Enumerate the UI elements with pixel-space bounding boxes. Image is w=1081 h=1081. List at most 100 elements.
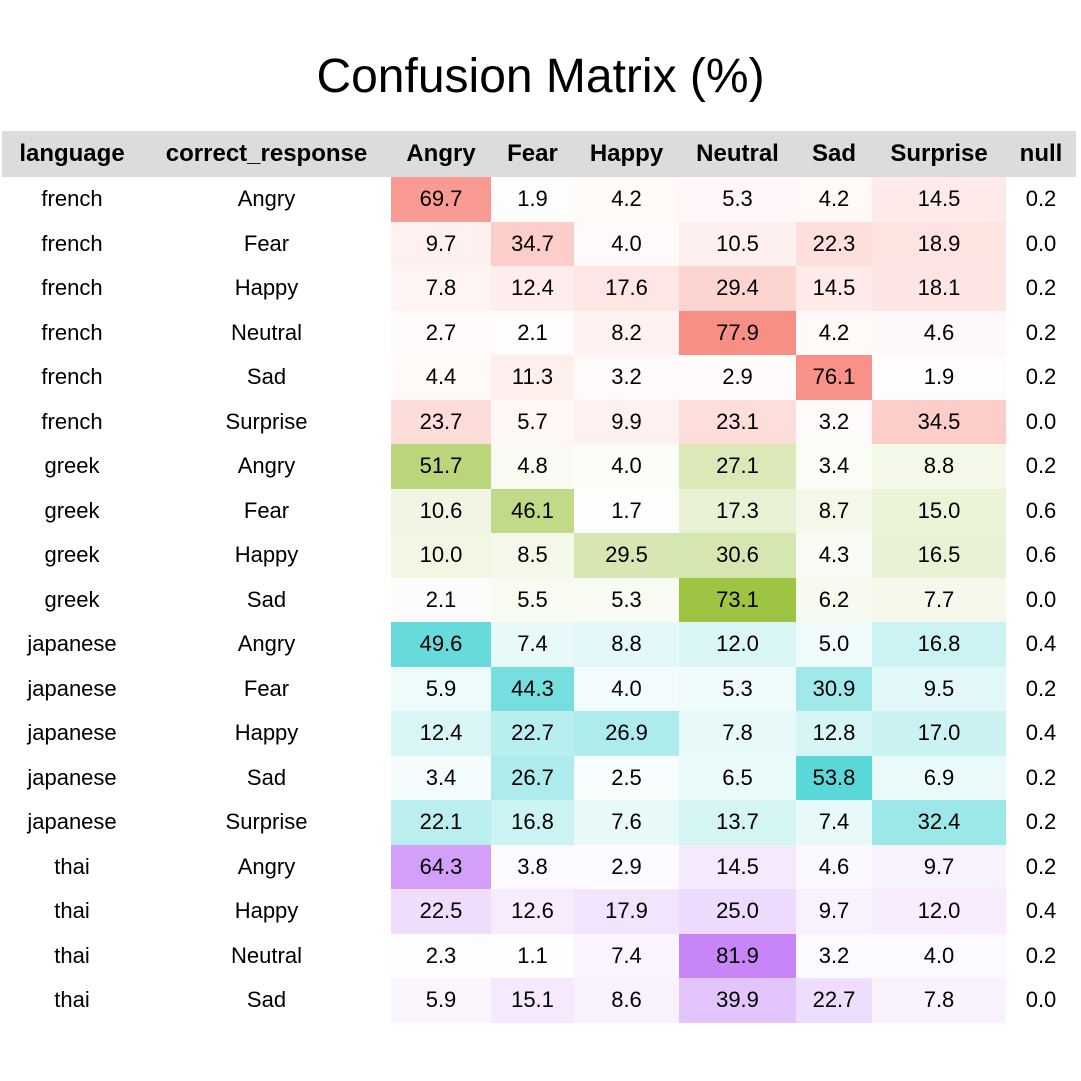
heatmap-cell-fear: 5.5 <box>491 577 574 622</box>
table-row: japanese Sad 3.4 26.7 2.5 6.5 53.8 6.9 0.2 <box>2 755 1076 800</box>
heatmap-cell-fear: 12.4 <box>491 266 574 311</box>
heatmap-cell-fear: 8.5 <box>491 533 574 578</box>
correct-response-cell: Sad <box>246 364 287 390</box>
table-row: french Neutral 2.7 2.1 8.2 77.9 4.2 4.6 0.2 <box>2 310 1076 355</box>
heatmap-cell-angry: 23.7 <box>391 399 491 444</box>
heatmap-cell-angry: 69.7 <box>391 177 491 222</box>
heatmap-cell-happy: 8.6 <box>574 978 679 1023</box>
heatmap-cell-sad: 22.3 <box>796 221 872 266</box>
heatmap-cell-sad: 3.4 <box>796 444 872 489</box>
correct-response-cell: Fear <box>243 497 290 523</box>
language-cell: french <box>41 230 103 256</box>
heatmap-cell-sad: 9.7 <box>796 889 872 934</box>
heatmap-cell-sad: 30.9 <box>796 666 872 711</box>
null-cell: 0.0 <box>1025 586 1057 612</box>
heatmap-cell-happy: 4.0 <box>574 221 679 266</box>
heatmap-cell-fear: 3.8 <box>491 844 574 889</box>
heatmap-cell-fear: 5.7 <box>491 399 574 444</box>
heatmap-cell-fear: 4.8 <box>491 444 574 489</box>
heatmap-cell-sad: 12.8 <box>796 711 872 756</box>
heatmap-cell-angry: 22.5 <box>391 889 491 934</box>
matrix-body: french Angry 69.7 1.9 4.2 5.3 4.2 14.5 0.2 french… <box>2 177 1076 1023</box>
null-cell: 0.2 <box>1025 942 1057 968</box>
heatmap-cell-surprise: 9.7 <box>872 844 1006 889</box>
correct-response-cell: Angry <box>237 631 296 657</box>
table-row: french Happy 7.8 12.4 17.6 29.4 14.5 18.1 0.2 <box>2 266 1076 311</box>
table-row: french Sad 4.4 11.3 3.2 2.9 76.1 1.9 0.2 <box>2 355 1076 400</box>
correct-response-cell: Happy <box>234 898 299 924</box>
correct-response-cell: Happy <box>234 542 299 568</box>
heatmap-cell-surprise: 7.7 <box>872 577 1006 622</box>
heatmap-cell-fear: 1.1 <box>491 933 574 978</box>
heatmap-cell-sad: 76.1 <box>796 355 872 400</box>
language-cell: japanese <box>27 720 117 746</box>
heatmap-cell-happy: 3.2 <box>574 355 679 400</box>
heatmap-cell-neutral: 10.5 <box>679 221 796 266</box>
heatmap-cell-sad: 3.2 <box>796 933 872 978</box>
heatmap-cell-happy: 1.7 <box>574 488 679 533</box>
correct-response-cell: Sad <box>246 987 287 1013</box>
heatmap-cell-angry: 2.1 <box>391 577 491 622</box>
heatmap-cell-surprise: 4.6 <box>872 310 1006 355</box>
heatmap-cell-sad: 7.4 <box>796 800 872 845</box>
heatmap-cell-angry: 4.4 <box>391 355 491 400</box>
header-sad: Sad <box>796 131 872 177</box>
heatmap-cell-neutral: 5.3 <box>679 177 796 222</box>
correct-response-cell: Angry <box>237 453 296 479</box>
heatmap-cell-happy: 7.6 <box>574 800 679 845</box>
language-cell: japanese <box>27 764 117 790</box>
language-cell: japanese <box>27 631 117 657</box>
correct-response-cell: Fear <box>243 230 290 256</box>
heatmap-cell-fear: 22.7 <box>491 711 574 756</box>
header-correct-response: correct_response <box>142 131 391 177</box>
header-angry: Angry <box>391 131 491 177</box>
correct-response-cell: Neutral <box>231 942 302 968</box>
correct-response-cell: Happy <box>234 720 299 746</box>
heatmap-cell-surprise: 14.5 <box>872 177 1006 222</box>
header-null: null <box>1006 131 1076 177</box>
table-row: thai Sad 5.9 15.1 8.6 39.9 22.7 7.8 0.0 <box>2 978 1076 1023</box>
heatmap-cell-surprise: 16.5 <box>872 533 1006 578</box>
heatmap-cell-surprise: 34.5 <box>872 399 1006 444</box>
correct-response-cell: Happy <box>234 275 299 301</box>
heatmap-cell-sad: 4.6 <box>796 844 872 889</box>
null-cell: 0.2 <box>1025 764 1057 790</box>
heatmap-cell-angry: 7.8 <box>391 266 491 311</box>
heatmap-cell-happy: 4.2 <box>574 177 679 222</box>
heatmap-cell-angry: 5.9 <box>391 978 491 1023</box>
table-row: greek Angry 51.7 4.8 4.0 27.1 3.4 8.8 0.2 <box>2 444 1076 489</box>
heatmap-cell-neutral: 2.9 <box>679 355 796 400</box>
heatmap-cell-sad: 8.7 <box>796 488 872 533</box>
heatmap-cell-angry: 9.7 <box>391 221 491 266</box>
language-cell: french <box>41 319 103 345</box>
null-cell: 0.2 <box>1025 453 1057 479</box>
heatmap-cell-happy: 4.0 <box>574 444 679 489</box>
heatmap-cell-neutral: 77.9 <box>679 310 796 355</box>
correct-response-cell: Fear <box>243 675 290 701</box>
null-cell: 0.6 <box>1025 497 1057 523</box>
language-cell: thai <box>54 987 90 1013</box>
heatmap-cell-fear: 1.9 <box>491 177 574 222</box>
heatmap-cell-neutral: 81.9 <box>679 933 796 978</box>
heatmap-cell-fear: 12.6 <box>491 889 574 934</box>
heatmap-cell-surprise: 17.0 <box>872 711 1006 756</box>
language-cell: greek <box>44 497 100 523</box>
correct-response-cell: Surprise <box>225 809 308 835</box>
language-cell: thai <box>54 898 90 924</box>
heatmap-cell-sad: 4.2 <box>796 177 872 222</box>
heatmap-cell-neutral: 73.1 <box>679 577 796 622</box>
heatmap-cell-angry: 12.4 <box>391 711 491 756</box>
heatmap-cell-angry: 64.3 <box>391 844 491 889</box>
heatmap-cell-surprise: 16.8 <box>872 622 1006 667</box>
heatmap-cell-angry: 2.3 <box>391 933 491 978</box>
heatmap-cell-neutral: 14.5 <box>679 844 796 889</box>
heatmap-cell-fear: 26.7 <box>491 755 574 800</box>
heatmap-cell-neutral: 7.8 <box>679 711 796 756</box>
null-cell: 0.4 <box>1025 720 1057 746</box>
table-row: greek Fear 10.6 46.1 1.7 17.3 8.7 15.0 0.6 <box>2 488 1076 533</box>
heatmap-cell-happy: 26.9 <box>574 711 679 756</box>
heatmap-cell-happy: 2.5 <box>574 755 679 800</box>
table-row: japanese Happy 12.4 22.7 26.9 7.8 12.8 17.0 0.4 <box>2 711 1076 756</box>
correct-response-cell: Sad <box>246 586 287 612</box>
table-row: japanese Fear 5.9 44.3 4.0 5.3 30.9 9.5 0.2 <box>2 666 1076 711</box>
